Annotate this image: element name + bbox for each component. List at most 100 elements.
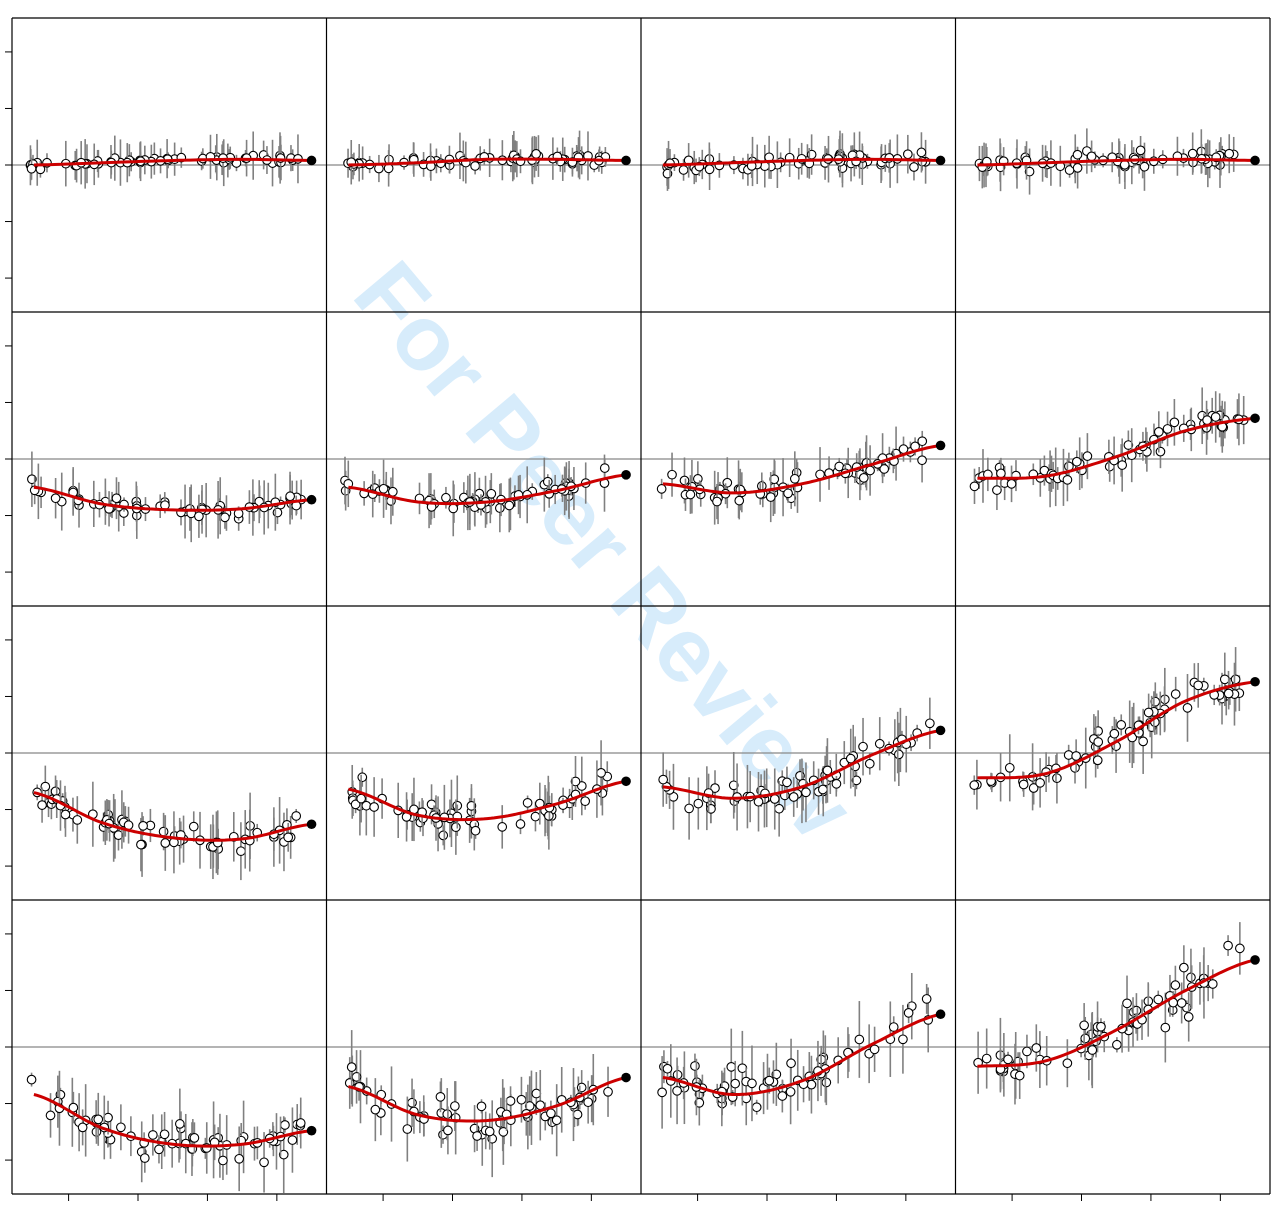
data-point bbox=[672, 1085, 682, 1096]
fitted-curve bbox=[662, 1012, 941, 1096]
data-point bbox=[515, 819, 526, 829]
data-point bbox=[438, 830, 449, 841]
data-point bbox=[370, 1104, 381, 1115]
panels-layer bbox=[12, 128, 1270, 1194]
data-point bbox=[858, 741, 868, 752]
data-point bbox=[287, 1135, 298, 1145]
data-point bbox=[893, 749, 904, 760]
data-point bbox=[845, 753, 856, 764]
data-point bbox=[498, 1127, 509, 1137]
data-point bbox=[26, 1074, 37, 1085]
data-point bbox=[516, 1094, 527, 1105]
data-point bbox=[822, 765, 833, 776]
data-point bbox=[690, 1061, 700, 1071]
data-point bbox=[72, 815, 83, 825]
end-point bbox=[621, 470, 631, 480]
data-point bbox=[443, 1125, 453, 1136]
data-point bbox=[441, 492, 451, 503]
data-point bbox=[909, 162, 919, 172]
data-point bbox=[777, 1091, 788, 1101]
data-point bbox=[693, 474, 703, 484]
data-point bbox=[350, 799, 361, 810]
data-point bbox=[921, 994, 932, 1004]
data-point bbox=[470, 825, 481, 836]
panel-r3-c3 bbox=[641, 697, 956, 840]
data-point bbox=[753, 796, 764, 807]
data-point bbox=[159, 1129, 170, 1140]
data-point bbox=[451, 822, 461, 833]
fitted-curve bbox=[33, 791, 312, 842]
data-point bbox=[1187, 148, 1198, 159]
data-point bbox=[679, 475, 690, 486]
end-point bbox=[935, 155, 946, 166]
data-point bbox=[45, 1110, 56, 1121]
data-point bbox=[1135, 145, 1146, 156]
end-point bbox=[1250, 155, 1260, 166]
data-point bbox=[189, 1133, 200, 1143]
data-point bbox=[1014, 1070, 1025, 1081]
data-point bbox=[596, 768, 606, 778]
data-point bbox=[542, 476, 553, 487]
data-point bbox=[504, 500, 515, 511]
data-point bbox=[765, 492, 776, 502]
data-point bbox=[26, 163, 37, 174]
fitted-curve bbox=[33, 1093, 312, 1148]
data-point bbox=[685, 489, 696, 500]
data-point bbox=[888, 1022, 899, 1032]
panel-r2-c4 bbox=[955, 387, 1270, 511]
panel-r2-c2 bbox=[326, 454, 641, 537]
data-point bbox=[486, 488, 497, 499]
data-point bbox=[37, 800, 47, 810]
data-point bbox=[1072, 163, 1083, 173]
data-point bbox=[1219, 674, 1230, 685]
end-point bbox=[621, 1072, 631, 1083]
end-point bbox=[306, 494, 317, 505]
data-point bbox=[1031, 1043, 1042, 1053]
data-point bbox=[1123, 440, 1134, 450]
data-point bbox=[1062, 1058, 1073, 1069]
data-point bbox=[831, 778, 842, 789]
data-point bbox=[1018, 779, 1029, 790]
data-point bbox=[272, 507, 283, 518]
data-point bbox=[726, 1062, 737, 1072]
data-point bbox=[524, 1101, 535, 1111]
data-point bbox=[369, 802, 379, 812]
data-point bbox=[1093, 737, 1104, 747]
data-point bbox=[1071, 456, 1082, 467]
panel-r2-c3 bbox=[641, 426, 956, 525]
data-point bbox=[1072, 149, 1083, 160]
data-point bbox=[1092, 755, 1103, 766]
data-point bbox=[346, 1062, 357, 1072]
data-point bbox=[580, 796, 591, 807]
panel-r4-c2 bbox=[326, 1030, 641, 1178]
end-point bbox=[1250, 413, 1260, 424]
data-point bbox=[450, 1101, 460, 1111]
data-point bbox=[1182, 703, 1193, 713]
data-point bbox=[154, 1144, 164, 1155]
watermark: For Peer Review bbox=[335, 243, 874, 857]
data-point bbox=[139, 1153, 150, 1163]
data-point bbox=[864, 758, 875, 769]
data-point bbox=[280, 1120, 290, 1130]
data-point bbox=[1035, 777, 1045, 788]
data-point bbox=[174, 1119, 185, 1129]
end-point bbox=[935, 440, 946, 451]
fitted-curve bbox=[662, 157, 941, 167]
data-point bbox=[138, 821, 148, 831]
fitted-curve bbox=[348, 779, 627, 822]
data-point bbox=[234, 1153, 245, 1164]
data-point bbox=[1004, 762, 1015, 773]
panel-r1-c2 bbox=[326, 130, 641, 187]
data-point bbox=[747, 1078, 757, 1089]
data-point bbox=[1230, 674, 1241, 685]
data-point bbox=[530, 811, 541, 822]
data-point bbox=[448, 503, 459, 514]
panel-r3-c4 bbox=[955, 647, 1270, 811]
data-point bbox=[1006, 478, 1017, 489]
data-point bbox=[704, 164, 715, 175]
fitted-curve bbox=[348, 1076, 627, 1123]
data-point bbox=[40, 781, 51, 792]
data-point bbox=[570, 776, 581, 787]
